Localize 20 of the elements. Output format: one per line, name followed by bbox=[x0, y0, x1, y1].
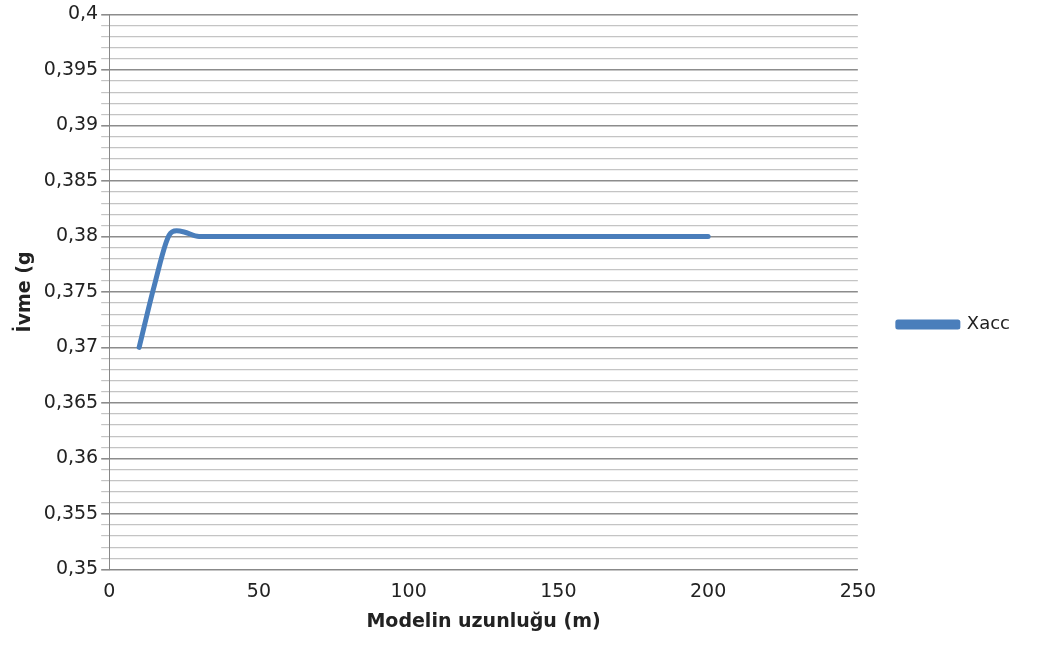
y-tick-label: 0,39 bbox=[55, 112, 99, 135]
x-tick-label: 0 bbox=[103, 578, 116, 601]
y-tick-label: 0,385 bbox=[43, 167, 99, 190]
y-tick-label: 0,37 bbox=[55, 334, 99, 357]
y-tick-label: 0,36 bbox=[55, 445, 99, 468]
y-tick-label: 0,38 bbox=[55, 223, 99, 246]
y-tick-label: 0,35 bbox=[55, 556, 99, 579]
y-tick-label: 0,395 bbox=[43, 56, 99, 79]
x-tick-label: 50 bbox=[246, 578, 272, 601]
y-tick-label: 0,365 bbox=[43, 389, 99, 412]
y-axis-title: İvme (g bbox=[11, 251, 35, 333]
y-tick-label: 0,355 bbox=[43, 500, 99, 523]
y-tick-label: 0,4 bbox=[67, 1, 99, 24]
x-tick-label: 200 bbox=[689, 578, 727, 601]
x-axis-title: Modelin uzunluğu (m) bbox=[366, 608, 601, 631]
x-tick-label: 100 bbox=[390, 578, 427, 601]
legend-label: Xacc bbox=[966, 312, 1010, 334]
x-tick-label: 250 bbox=[839, 578, 876, 601]
y-tick-label: 0,375 bbox=[43, 278, 99, 301]
x-tick-label: 150 bbox=[540, 578, 577, 601]
